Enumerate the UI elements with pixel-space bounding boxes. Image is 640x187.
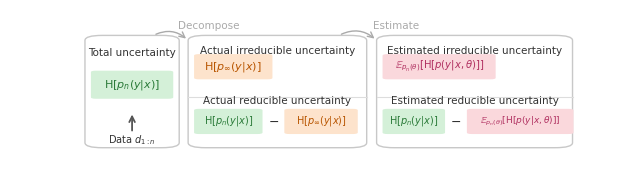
Text: $\mathrm{H}[p_n(y|x)]$: $\mathrm{H}[p_n(y|x)]$ bbox=[104, 78, 160, 92]
FancyBboxPatch shape bbox=[85, 35, 179, 148]
Text: Estimated irreducible uncertainty: Estimated irreducible uncertainty bbox=[387, 46, 562, 56]
Text: Decompose: Decompose bbox=[178, 21, 240, 31]
Text: Actual irreducible uncertainty: Actual irreducible uncertainty bbox=[200, 46, 355, 56]
FancyBboxPatch shape bbox=[194, 109, 262, 134]
FancyBboxPatch shape bbox=[194, 54, 273, 79]
FancyBboxPatch shape bbox=[383, 109, 445, 134]
Text: $\mathrm{H}[p_n(y|x)]$: $\mathrm{H}[p_n(y|x)]$ bbox=[204, 114, 253, 128]
Text: $\mathrm{H}[p_\infty(y|x)]$: $\mathrm{H}[p_\infty(y|x)]$ bbox=[204, 60, 262, 74]
Text: $\mathbb{E}_{p_n(\theta)}[\mathrm{H}[p(y|x,\theta)]]$: $\mathbb{E}_{p_n(\theta)}[\mathrm{H}[p(y… bbox=[480, 115, 561, 128]
Text: $\mathrm{H}[p_n(y|x)]$: $\mathrm{H}[p_n(y|x)]$ bbox=[389, 114, 438, 128]
Text: $-$: $-$ bbox=[451, 115, 461, 128]
Text: $-$: $-$ bbox=[268, 115, 279, 128]
FancyBboxPatch shape bbox=[376, 35, 573, 148]
FancyBboxPatch shape bbox=[188, 35, 367, 148]
Text: $\mathbb{E}_{p_n(\theta)}[\mathrm{H}[p(y|x,\theta)]]$: $\mathbb{E}_{p_n(\theta)}[\mathrm{H}[p(y… bbox=[394, 59, 484, 74]
Text: Estimate: Estimate bbox=[373, 21, 419, 31]
FancyBboxPatch shape bbox=[91, 71, 173, 99]
FancyBboxPatch shape bbox=[467, 109, 573, 134]
Text: Data $d_{1:n}$: Data $d_{1:n}$ bbox=[108, 134, 156, 147]
FancyBboxPatch shape bbox=[284, 109, 358, 134]
Text: Estimated reducible uncertainty: Estimated reducible uncertainty bbox=[390, 96, 559, 106]
FancyBboxPatch shape bbox=[383, 54, 495, 79]
Text: $\mathrm{H}[p_\infty(y|x)]$: $\mathrm{H}[p_\infty(y|x)]$ bbox=[296, 114, 346, 128]
Text: Total uncertainty: Total uncertainty bbox=[88, 48, 176, 58]
Text: Actual reducible uncertainty: Actual reducible uncertainty bbox=[204, 96, 351, 106]
